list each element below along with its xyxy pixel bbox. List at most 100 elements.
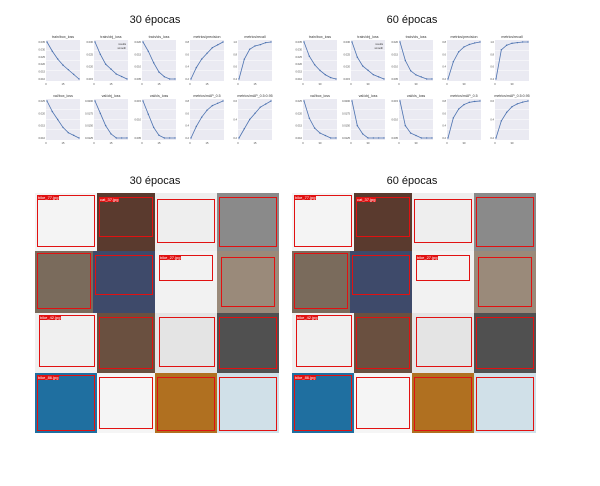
data-point	[211, 104, 214, 107]
data-point	[67, 132, 70, 134]
xtick-label: 0	[45, 82, 47, 86]
data-point	[367, 69, 369, 71]
ytick-label: 0.4	[442, 65, 446, 69]
bbox	[356, 377, 410, 429]
data-point	[383, 137, 385, 139]
ytick-label: 0.010	[296, 136, 303, 140]
ytick-label: 0.0150	[85, 124, 93, 128]
data-point	[206, 109, 208, 111]
data-point	[72, 134, 75, 137]
batch-title-left: 30 épocas	[129, 175, 181, 187]
mosaic-tile	[217, 193, 279, 251]
data-point	[152, 62, 155, 64]
data-point	[351, 41, 353, 43]
xtick-label: 15	[254, 141, 257, 145]
data-point	[174, 78, 176, 80]
bbox	[221, 257, 275, 307]
data-point	[527, 41, 529, 43]
data-point	[409, 70, 412, 72]
ytick-label: 0.4	[490, 118, 494, 122]
ytick-label: 1.0	[233, 40, 237, 44]
data-point	[463, 103, 465, 106]
data-point	[238, 78, 240, 80]
ytick-label: 0.015	[392, 52, 399, 56]
ytick-label: 0.010	[39, 77, 46, 81]
image-label: bike_27.jpg	[159, 255, 182, 260]
data-point	[110, 133, 112, 135]
bbox	[294, 375, 352, 431]
data-point	[303, 41, 305, 43]
ytick-label: 0.0200	[342, 99, 350, 103]
subplot-3: metrics/precision 0.8 0.6 0.4 0.20 15	[185, 35, 224, 86]
ytick-label: 0.0125	[85, 136, 93, 140]
data-point	[356, 56, 359, 58]
data-point	[72, 73, 75, 76]
data-point	[324, 74, 327, 76]
ytick-label: 0.8	[442, 99, 446, 103]
xtick-label: 0	[350, 141, 352, 145]
data-point	[254, 112, 256, 115]
image-label: bike_42.jpg	[296, 315, 319, 320]
data-point	[468, 43, 471, 46]
data-point	[500, 120, 503, 122]
data-point	[264, 103, 267, 105]
ytick-label: 0.025	[296, 55, 303, 59]
ytick-label: 0.6	[233, 99, 237, 103]
xtick-label: 0	[141, 82, 143, 86]
data-point	[409, 132, 412, 134]
data-point	[361, 133, 364, 135]
legend-entry: smooth	[374, 46, 383, 50]
subplot-title: metrics/mAP_0.5:0.95	[494, 94, 529, 98]
batch-mosaic-30: bike_77.jpg cat_37.jpg bike_27.jpg bike_42.…	[35, 193, 279, 433]
data-point	[516, 103, 519, 105]
subplot-title: train/box_loss	[52, 35, 74, 39]
mosaic-tile	[474, 373, 536, 433]
ytick-label: 0.2	[185, 77, 189, 81]
mosaic-tile	[35, 373, 97, 433]
data-point	[195, 125, 198, 128]
data-point	[51, 50, 54, 52]
ytick-label: 0.4	[490, 77, 494, 81]
subplot-title: metrics/precision	[451, 35, 478, 39]
subplot-title: train/box_loss	[309, 35, 331, 39]
subplot-title: train/obj_loss	[100, 35, 121, 39]
ytick-label: 0.2	[233, 136, 237, 140]
xtick-label: 0	[302, 82, 304, 86]
subplot-title: val/cls_loss	[150, 94, 169, 98]
xtick-label: 0	[189, 82, 191, 86]
data-point	[254, 45, 256, 47]
bbox	[416, 317, 472, 367]
ytick-label: 0.8	[490, 52, 494, 56]
results-chart-panel-60: train/box_loss 0.035 0.030 0.025 0.020 0.015 0…	[292, 32, 532, 150]
ytick-label: 0.8	[185, 99, 189, 103]
mosaic-tile	[217, 313, 279, 373]
results-title-right: 60 épocas	[386, 14, 438, 26]
data-point	[324, 134, 327, 137]
data-point	[468, 101, 471, 104]
bbox	[37, 253, 91, 309]
xtick-label: 15	[254, 82, 257, 86]
data-point	[308, 55, 311, 57]
data-point	[238, 137, 240, 139]
ytick-label: 0.020	[135, 40, 142, 44]
ytick-label: 0.020	[296, 62, 303, 66]
ytick-label: 0.6	[442, 111, 446, 115]
mosaic-tile	[474, 313, 536, 373]
data-point	[404, 124, 407, 127]
ytick-label: 0.010	[135, 65, 142, 69]
bbox	[219, 377, 277, 431]
data-point	[505, 111, 508, 114]
results-chart-panel-30: train/box_loss 0.035 0.030 0.025 0.020 0.015 0…	[35, 32, 275, 150]
data-point	[200, 58, 203, 60]
mosaic-tile	[292, 251, 350, 313]
results-svg: train/box_loss0.0350.0300.0250.0200.0150…	[39, 35, 273, 145]
ytick-label: 0.015	[344, 77, 351, 81]
mosaic-tile	[292, 313, 354, 373]
data-point	[479, 41, 481, 43]
data-point	[259, 106, 262, 108]
bbox	[356, 197, 410, 237]
bbox	[476, 377, 534, 431]
ytick-label: 0.8	[233, 52, 237, 56]
